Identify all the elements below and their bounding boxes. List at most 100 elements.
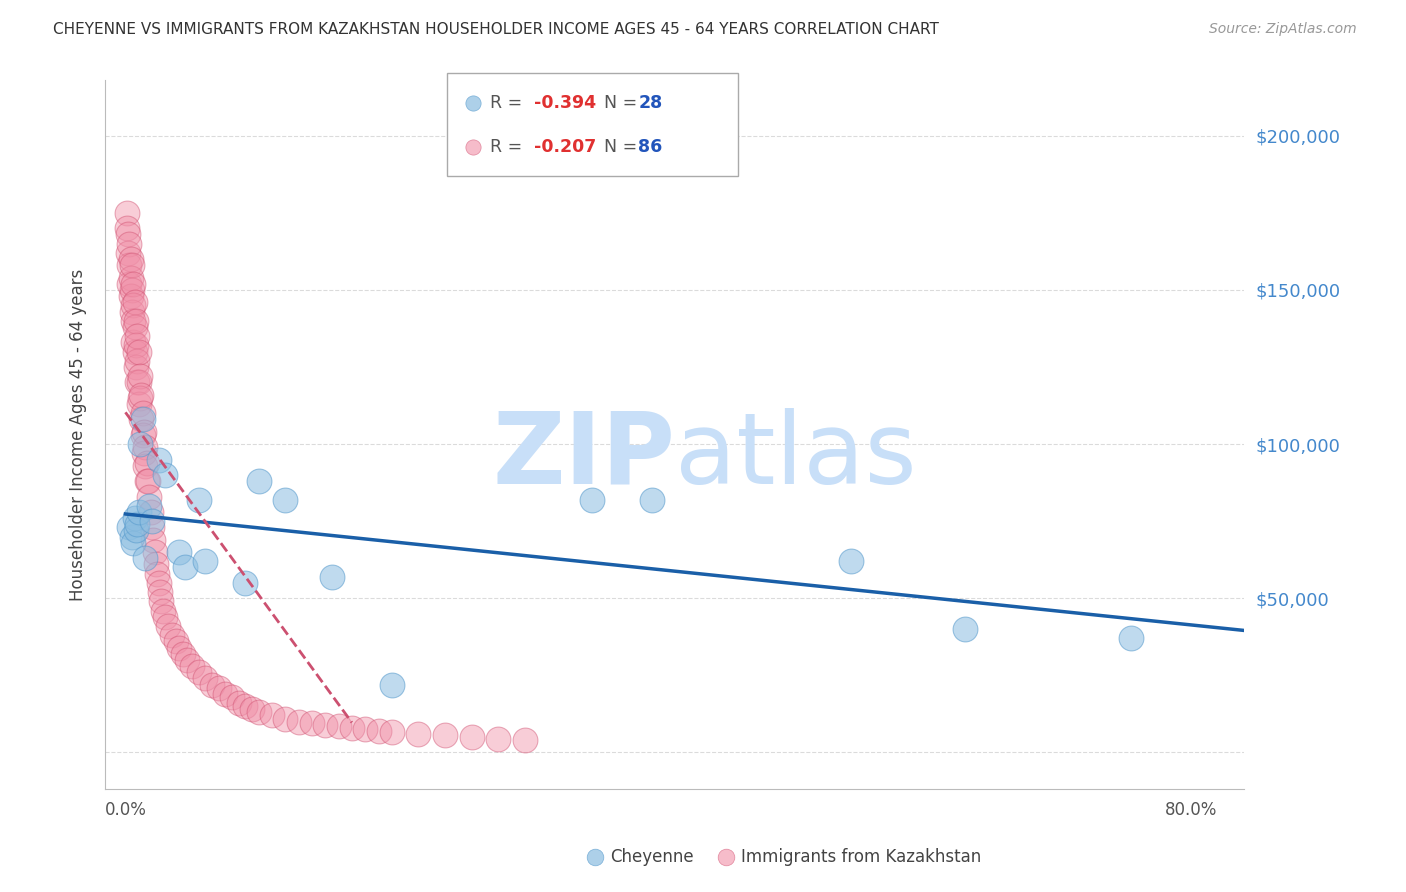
Point [167,545,190,559]
Point [121,530,143,544]
Point [134,440,156,454]
Point [117,227,139,242]
Point [118,258,141,272]
Point [434,729,457,743]
Point [381,725,404,739]
Point [301,716,323,731]
Point [124,511,146,525]
Point [233,699,256,714]
Point [118,277,141,291]
Point [139,505,162,519]
Point [125,524,148,538]
Point [208,681,231,695]
Point [120,252,142,266]
Point [120,270,142,285]
Point [148,575,170,590]
Point [160,628,183,642]
Point [287,714,309,729]
Point [274,492,297,507]
Point [461,730,484,744]
Point [124,344,146,359]
Point [141,520,163,534]
Text: atlas: atlas [675,408,917,505]
Text: R =: R = [491,137,529,155]
Point [328,719,350,733]
FancyBboxPatch shape [447,73,738,176]
Text: CHEYENNE VS IMMIGRANTS FROM KAZAKHSTAN HOUSEHOLDER INCOME AGES 45 - 64 YEARS COR: CHEYENNE VS IMMIGRANTS FROM KAZAKHSTAN H… [53,22,939,37]
Text: -0.394: -0.394 [534,94,596,112]
Point [172,647,194,661]
Point [129,369,152,384]
Text: N =: N = [605,137,643,155]
Point [141,514,163,528]
Point [152,604,174,618]
Point [150,594,173,608]
Point [167,640,190,655]
Point [142,533,165,547]
Point [1119,632,1142,646]
Point [214,687,236,701]
Point [953,622,976,636]
Point [408,727,430,741]
Point [128,397,150,411]
Point [132,428,155,442]
Point [260,708,283,723]
Point [136,474,159,488]
Point [118,236,141,251]
Point [122,314,145,328]
Point [513,733,536,747]
Point [115,206,138,220]
Point [121,258,143,272]
Point [187,492,209,507]
Point [181,659,204,673]
Point [125,359,148,374]
Point [134,551,156,566]
Point [128,376,150,390]
Point [122,335,145,350]
Point [134,458,156,473]
Point [131,388,153,402]
Point [247,474,270,488]
Text: 86: 86 [638,137,662,155]
Point [129,391,152,405]
Point [138,490,160,504]
Point [121,283,143,297]
Point [228,696,250,710]
Text: Immigrants from Kazakhstan: Immigrants from Kazakhstan [741,847,981,866]
Point [132,425,155,439]
Point [124,295,146,310]
Point [240,702,263,716]
Text: -0.207: -0.207 [534,137,596,155]
Point [221,690,243,704]
Point [125,314,148,328]
Point [486,731,509,746]
Point [128,344,150,359]
Point [340,721,363,735]
Point [174,560,197,574]
Point [194,672,217,686]
Point [132,406,155,420]
Point [120,289,142,303]
Point [157,619,180,633]
Text: 28: 28 [638,94,662,112]
Point [138,499,160,513]
Point [201,677,224,691]
Point [127,517,149,532]
Text: Cheyenne: Cheyenne [610,847,693,866]
Point [274,712,297,726]
Point [125,338,148,352]
Point [129,437,152,451]
Point [121,304,143,318]
Point [135,474,157,488]
Point [145,558,167,572]
Point [155,609,177,624]
Point [640,492,662,507]
Point [581,492,603,507]
Point [122,298,145,312]
Point [354,723,377,737]
Point [146,566,169,581]
Point [247,706,270,720]
Text: N =: N = [605,94,643,112]
Point [122,535,145,549]
Point [165,634,187,648]
